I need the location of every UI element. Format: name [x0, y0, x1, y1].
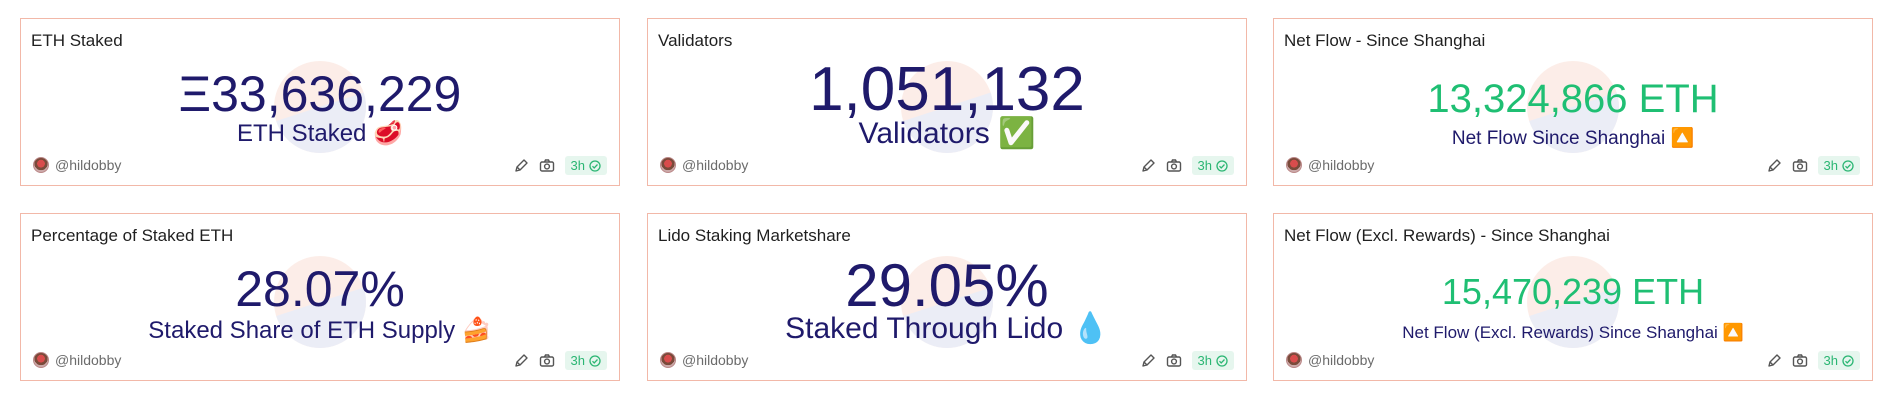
counter-value: 29.05%: [845, 252, 1049, 319]
card-actions: 3h: [513, 351, 607, 370]
watermark-logo: [1527, 256, 1619, 348]
counter-card-eth-staked: ETH Staked Ξ33,636,229 ETH Staked 🥩 @hil…: [20, 18, 620, 186]
counter-subtitle: Staked Through Lido 💧: [648, 314, 1246, 344]
subtitle-text: Staked Share of ETH Supply: [148, 317, 456, 344]
counter-value: 13,324,866 ETH: [1427, 77, 1719, 121]
counter-subtitle: Staked Share of ETH Supply 🍰: [21, 318, 619, 343]
freshness-badge[interactable]: 3h: [564, 351, 607, 370]
card-actions: 3h: [513, 156, 607, 175]
card-title: Lido Staking Marketshare: [658, 226, 851, 245]
watermark-logo: [901, 61, 993, 153]
age-text: 3h: [1197, 353, 1212, 368]
steak-emoji: 🥩: [373, 119, 403, 147]
camera-icon[interactable]: [1166, 158, 1182, 174]
card-actions: 3h: [1766, 156, 1860, 175]
freshness-badge[interactable]: 3h: [1817, 351, 1860, 370]
age-text: 3h: [570, 158, 585, 173]
subtitle-text: Validators: [858, 117, 990, 150]
card-title: Percentage of Staked ETH: [31, 226, 234, 245]
avatar: [33, 352, 49, 368]
card-title: Net Flow (Excl. Rewards) - Since Shangha…: [1284, 226, 1610, 245]
counter-card-lido-marketshare: Lido Staking Marketshare 29.05% Staked T…: [647, 213, 1247, 381]
avatar: [660, 352, 676, 368]
avatar: [33, 157, 49, 173]
author-name: @hildobby: [55, 352, 122, 368]
counter-value: Ξ33,636,229: [178, 66, 462, 122]
camera-icon[interactable]: [1792, 158, 1808, 174]
counter-card-net-flow-excl-rewards: Net Flow (Excl. Rewards) - Since Shangha…: [1273, 213, 1873, 381]
droplet-emoji: 💧: [1071, 311, 1109, 346]
pencil-icon[interactable]: [1766, 158, 1782, 174]
counter-card-validators: Validators 1,051,132 Validators ✅ @hildo…: [647, 18, 1247, 186]
counter-subtitle: Net Flow (Excl. Rewards) Since Shanghai …: [1274, 324, 1872, 342]
pencil-icon[interactable]: [1766, 353, 1782, 369]
watermark-logo: [1527, 61, 1619, 153]
author-link[interactable]: @hildobby: [33, 157, 121, 173]
check-circle-icon: [589, 159, 601, 172]
avatar: [660, 157, 676, 173]
freshness-badge[interactable]: 3h: [1191, 156, 1234, 175]
author-link[interactable]: @hildobby: [1286, 352, 1374, 368]
freshness-badge[interactable]: 3h: [564, 156, 607, 175]
subtitle-text: Net Flow Since Shanghai: [1451, 128, 1666, 149]
pencil-icon[interactable]: [1140, 158, 1156, 174]
card-title: Validators: [658, 31, 733, 50]
watermark-logo: [901, 256, 993, 348]
pencil-icon[interactable]: [513, 158, 529, 174]
check-circle-icon: [1216, 354, 1228, 367]
pencil-icon[interactable]: [1140, 353, 1156, 369]
age-text: 3h: [1197, 158, 1212, 173]
card-actions: 3h: [1766, 351, 1860, 370]
author-name: @hildobby: [1308, 352, 1375, 368]
author-link[interactable]: @hildobby: [660, 352, 748, 368]
freshness-badge[interactable]: 3h: [1817, 156, 1860, 175]
age-text: 3h: [1823, 158, 1838, 173]
cake-emoji: 🍰: [461, 316, 492, 344]
author-name: @hildobby: [682, 352, 749, 368]
up-arrow-emoji: 🔼: [1722, 323, 1744, 343]
avatar: [1286, 352, 1302, 368]
counter-subtitle: Validators ✅: [648, 119, 1246, 149]
author-name: @hildobby: [55, 157, 122, 173]
freshness-badge[interactable]: 3h: [1191, 351, 1234, 370]
watermark-logo: [274, 61, 366, 153]
counter-card-staked-percentage: Percentage of Staked ETH 28.07% Staked S…: [20, 213, 620, 381]
age-text: 3h: [570, 353, 585, 368]
card-title: Net Flow - Since Shanghai: [1284, 31, 1486, 50]
subtitle-text: Net Flow (Excl. Rewards) Since Shanghai: [1402, 323, 1718, 342]
author-link[interactable]: @hildobby: [660, 157, 748, 173]
subtitle-text: ETH Staked: [237, 120, 367, 147]
counter-value: 1,051,132: [809, 55, 1085, 124]
counter-subtitle: ETH Staked 🥩: [21, 121, 619, 146]
subtitle-text: Staked Through Lido: [785, 312, 1064, 345]
author-link[interactable]: @hildobby: [33, 352, 121, 368]
age-text: 3h: [1823, 353, 1838, 368]
camera-icon[interactable]: [539, 353, 555, 369]
card-actions: 3h: [1140, 351, 1234, 370]
check-circle-icon: [1216, 159, 1228, 172]
camera-icon[interactable]: [539, 158, 555, 174]
check-circle-icon: [1842, 159, 1854, 172]
counter-subtitle: Net Flow Since Shanghai 🔼: [1274, 127, 1872, 149]
watermark-logo: [274, 256, 366, 348]
camera-icon[interactable]: [1792, 353, 1808, 369]
card-title: ETH Staked: [31, 31, 123, 50]
counter-value: 15,470,239 ETH: [1441, 271, 1705, 312]
author-name: @hildobby: [682, 157, 749, 173]
up-arrow-emoji: 🔼: [1670, 127, 1695, 149]
avatar: [1286, 157, 1302, 173]
camera-icon[interactable]: [1166, 353, 1182, 369]
counter-card-net-flow: Net Flow - Since Shanghai 13,324,866 ETH…: [1273, 18, 1873, 186]
check-circle-icon: [589, 354, 601, 367]
counter-value: 28.07%: [235, 261, 405, 317]
check-mark-emoji: ✅: [998, 116, 1036, 151]
check-circle-icon: [1842, 354, 1854, 367]
card-actions: 3h: [1140, 156, 1234, 175]
author-link[interactable]: @hildobby: [1286, 157, 1374, 173]
author-name: @hildobby: [1308, 157, 1375, 173]
pencil-icon[interactable]: [513, 353, 529, 369]
